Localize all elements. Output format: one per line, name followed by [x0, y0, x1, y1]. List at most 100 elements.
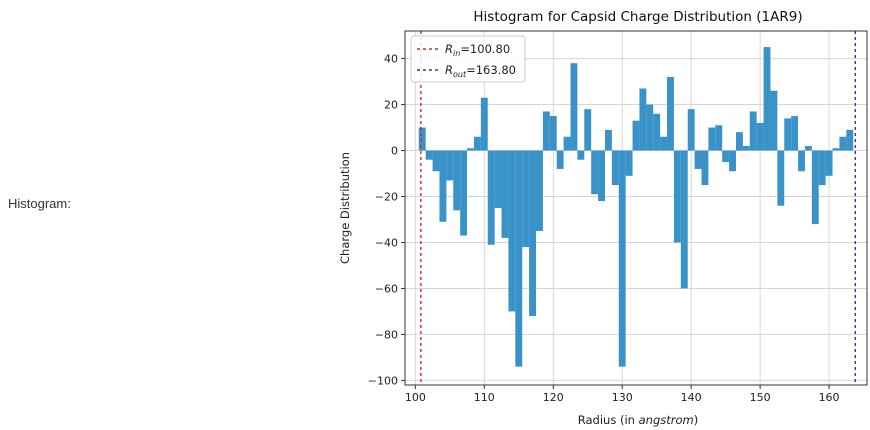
x-tick-label: 110	[474, 391, 495, 404]
histogram-bar	[536, 150, 543, 231]
histogram-bar	[611, 150, 619, 186]
legend-value-0: =100.80	[460, 42, 510, 56]
y-tick-label: 0	[391, 145, 398, 158]
histogram-bar	[687, 109, 695, 151]
histogram-bar	[680, 150, 688, 289]
histogram-bar	[756, 122, 764, 151]
x-axis-title-italic: angstrom	[639, 413, 694, 427]
y-tick-label: −100	[368, 374, 398, 387]
histogram-bar	[673, 150, 681, 243]
x-axis-title: Radius (in angstrom)	[578, 413, 698, 427]
y-ticks: −100 −80 −60 −40 −20 0 20 40	[368, 53, 405, 387]
histogram-bar	[839, 136, 847, 151]
histogram-bar	[480, 97, 488, 151]
histogram-bar	[604, 129, 612, 151]
x-tick-label: 100	[405, 391, 426, 404]
histogram-bar	[618, 150, 626, 367]
histogram-bar	[508, 150, 516, 312]
x-tick-label: 150	[750, 391, 771, 404]
histogram-bar	[818, 150, 826, 186]
x-axis-title-prefix: Radius (in	[578, 413, 639, 427]
histogram-bar	[639, 88, 647, 151]
y-tick-label: 40	[384, 53, 398, 66]
histogram-bar	[749, 111, 757, 151]
histogram-bar	[770, 90, 778, 151]
histogram-bar	[825, 150, 833, 176]
y-tick-label: −60	[375, 282, 398, 295]
histogram-bar	[625, 150, 633, 176]
histogram-bar	[584, 109, 592, 151]
histogram-bar	[529, 150, 537, 317]
histogram-bar	[729, 150, 736, 172]
histogram-bar	[522, 150, 530, 248]
y-tick-label: −40	[375, 236, 398, 249]
legend-subscript-0: in	[453, 49, 460, 58]
histogram-bar	[591, 150, 599, 195]
histogram-bar	[473, 136, 481, 151]
histogram-bar	[722, 150, 730, 163]
histogram-bar	[735, 132, 743, 151]
y-tick-label: 20	[384, 99, 398, 112]
axes-frame	[404, 30, 868, 386]
x-axis-title-suffix: )	[694, 413, 699, 427]
chart-title: Histogram for Capsid Charge Distribution…	[473, 9, 802, 25]
histogram-bar	[425, 150, 433, 160]
histogram-bar	[501, 150, 509, 238]
histogram-bar	[598, 150, 605, 202]
x-ticks: 100 110 120 130 140 150 160	[405, 385, 840, 404]
legend-label-1: Rout=163.80	[445, 63, 516, 79]
histogram-bar	[515, 150, 523, 367]
x-tick-label: 140	[681, 391, 702, 404]
grid-lines	[405, 31, 867, 385]
histogram-bar	[798, 150, 805, 172]
histogram-bar	[667, 76, 674, 151]
histogram-bar	[653, 113, 661, 151]
x-tick-label: 160	[819, 391, 840, 404]
histogram-bar	[784, 118, 792, 151]
histogram-bar	[418, 127, 426, 151]
histogram-bar	[432, 150, 440, 172]
legend-value-1: =163.80	[466, 63, 516, 77]
histogram-bar	[777, 150, 785, 206]
histogram-bar	[632, 120, 640, 151]
histogram-bar	[570, 63, 578, 151]
y-tick-label: −80	[375, 328, 398, 341]
legend-box	[410, 35, 526, 83]
histogram-bar	[694, 150, 702, 169]
histogram-bar	[577, 150, 585, 160]
histogram-bar	[742, 145, 750, 151]
histogram-bar	[832, 148, 840, 151]
histogram-bar	[660, 136, 668, 151]
bars-group	[418, 47, 854, 367]
x-tick-label: 130	[612, 391, 633, 404]
y-tick-label: −20	[375, 191, 398, 204]
histogram-bar	[453, 150, 461, 211]
histogram-bar	[549, 116, 557, 151]
y-axis-title: Charge Distribution	[338, 152, 352, 264]
histogram-bar	[494, 150, 502, 208]
legend-symbol-0: R	[445, 42, 453, 56]
histogram-bar	[439, 150, 447, 222]
histogram-bar	[542, 111, 550, 151]
histogram-bar	[563, 136, 571, 151]
legend-label-0: Rin=100.80	[445, 42, 510, 58]
histogram-bar	[446, 150, 454, 181]
histogram-bar	[811, 150, 819, 225]
histogram-bar	[556, 150, 564, 169]
histogram-bar	[467, 148, 474, 151]
reference-lines	[420, 31, 856, 385]
histogram-bar	[791, 116, 799, 151]
histogram-bar	[763, 47, 771, 151]
histogram-bar	[846, 129, 854, 151]
histogram-bar	[646, 104, 654, 151]
histogram-bar	[708, 127, 716, 151]
histogram-bar	[804, 145, 812, 151]
legend-subscript-1: out	[453, 70, 467, 79]
histogram-bar	[460, 150, 468, 236]
histogram-bar	[715, 125, 723, 151]
histogram-label: Histogram:	[8, 196, 71, 211]
legend-symbol-1: R	[445, 63, 453, 77]
histogram-bar	[487, 150, 495, 245]
